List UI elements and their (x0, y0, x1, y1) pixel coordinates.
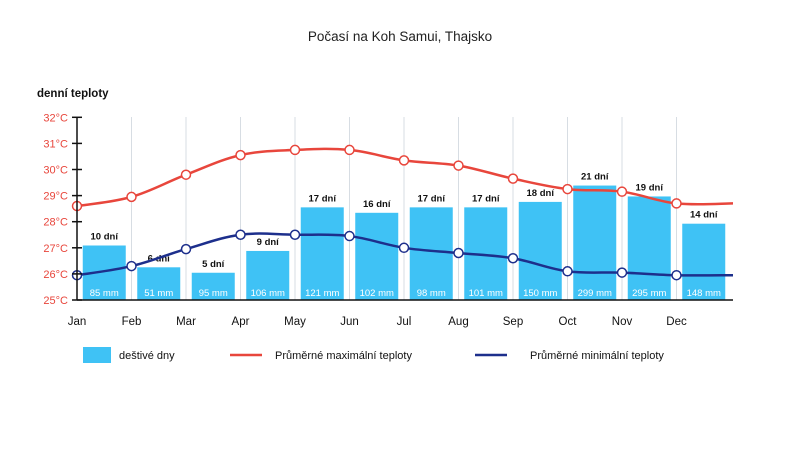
x-tick-label: Sep (503, 316, 523, 328)
min-temp-point (344, 230, 355, 242)
x-tick-label: Aug (448, 316, 468, 328)
rain-days-label: 17 dní (418, 193, 446, 204)
legend-min-label: Průměrné minimální teploty (530, 350, 664, 362)
rainfall-label: 106 mm (251, 288, 285, 299)
rain-days-label: 19 dní (636, 182, 664, 193)
y-tick-label: 31°C (43, 138, 68, 150)
rain-days-bar (300, 207, 344, 300)
rainfall-label: 299 mm (578, 288, 612, 299)
max-temp-point (507, 173, 519, 184)
rainfall-label: 102 mm (360, 288, 394, 299)
rainfall-label: 51 mm (144, 288, 173, 299)
y-axis-label: denní teploty (37, 88, 109, 100)
rainfall-label: 101 mm (469, 288, 503, 299)
rain-days-label: 5 dní (202, 259, 225, 270)
x-tick-label: Jul (397, 316, 412, 328)
rainfall-label: 95 mm (199, 288, 228, 299)
rain-days-bar (191, 272, 235, 300)
rain-days-label: 10 dní (91, 232, 119, 243)
x-tick-label: Jun (340, 316, 359, 328)
max-temp-point (126, 191, 137, 203)
max-temp-point (562, 183, 573, 195)
x-tick-label: Jan (68, 316, 87, 328)
x-tick-label: Nov (612, 316, 633, 328)
rain-days-label: 14 dní (690, 210, 718, 221)
min-temp-point (616, 267, 628, 278)
x-tick-label: Mar (176, 316, 196, 328)
max-temp-point (453, 160, 464, 171)
max-temp-point (344, 144, 355, 156)
legend-rain-label: deštivé dny (119, 350, 175, 362)
rain-days-bar (137, 267, 181, 300)
legend: deštivé dny Průměrné maximální teploty P… (83, 347, 664, 363)
rainfall-label: 121 mm (305, 288, 339, 299)
min-temp-point (289, 229, 301, 240)
rain-days-bar (409, 207, 453, 300)
min-temp-point (562, 266, 573, 277)
min-temp-point (126, 260, 137, 272)
y-tick-label: 28°C (43, 217, 68, 229)
rainfall-label: 98 mm (417, 288, 446, 299)
x-tick-label: Apr (232, 316, 250, 328)
max-temp-point (180, 169, 192, 180)
rainfall-label: 148 mm (687, 288, 721, 299)
legend-max-label: Průměrné maximální teploty (275, 350, 412, 362)
rain-days-label: 9 dní (257, 237, 280, 248)
min-temp-point (507, 252, 519, 264)
min-temp-point (671, 269, 682, 281)
rain-days-bar (573, 185, 617, 300)
rainfall-label: 85 mm (90, 288, 119, 299)
legend-rain-swatch (83, 347, 111, 363)
min-temp-point (235, 229, 246, 240)
max-temp-point (235, 149, 246, 161)
temperature-lines (71, 144, 734, 281)
rain-days-label: 18 dní (527, 188, 555, 199)
rain-days-label: 21 dní (581, 172, 609, 183)
rain-days-bar (518, 201, 562, 300)
chart-title: Počasí na Koh Samui, Thajsko (308, 29, 492, 44)
rain-days-label: 17 dní (309, 193, 337, 204)
max-temp-point (398, 155, 410, 166)
max-temp-point (289, 144, 301, 156)
y-tick-label: 26°C (43, 269, 68, 281)
min-temp-point (453, 247, 464, 259)
y-tick-label: 32°C (43, 112, 68, 124)
rain-days-bar (246, 250, 290, 300)
x-tick-label: Oct (559, 316, 578, 328)
rain-days-label: 16 dní (363, 199, 391, 210)
y-tick-label: 29°C (43, 191, 68, 203)
rain-days-bar (627, 196, 671, 300)
x-tick-label: Feb (122, 316, 142, 328)
rain-days-label: 17 dní (472, 193, 500, 204)
rainfall-label: 150 mm (523, 288, 557, 299)
rain-days-bar (682, 223, 726, 300)
y-tick-label: 27°C (43, 243, 68, 255)
y-tick-label: 25°C (43, 295, 68, 307)
x-tick-label: Dec (666, 316, 687, 328)
min-temp-point (398, 242, 410, 254)
min-temp-point (180, 243, 192, 255)
max-temp-point (616, 186, 628, 197)
y-tick-label: 30°C (43, 165, 68, 177)
rain-days-bar (355, 212, 399, 300)
rainfall-label: 295 mm (632, 288, 666, 299)
axes: 25°C 26°C 27°C 28°C 29°C 30°C 31°C 32°C Jan Feb Ma… (43, 112, 733, 328)
max-temp-point (671, 198, 682, 209)
x-tick-label: May (284, 316, 306, 328)
